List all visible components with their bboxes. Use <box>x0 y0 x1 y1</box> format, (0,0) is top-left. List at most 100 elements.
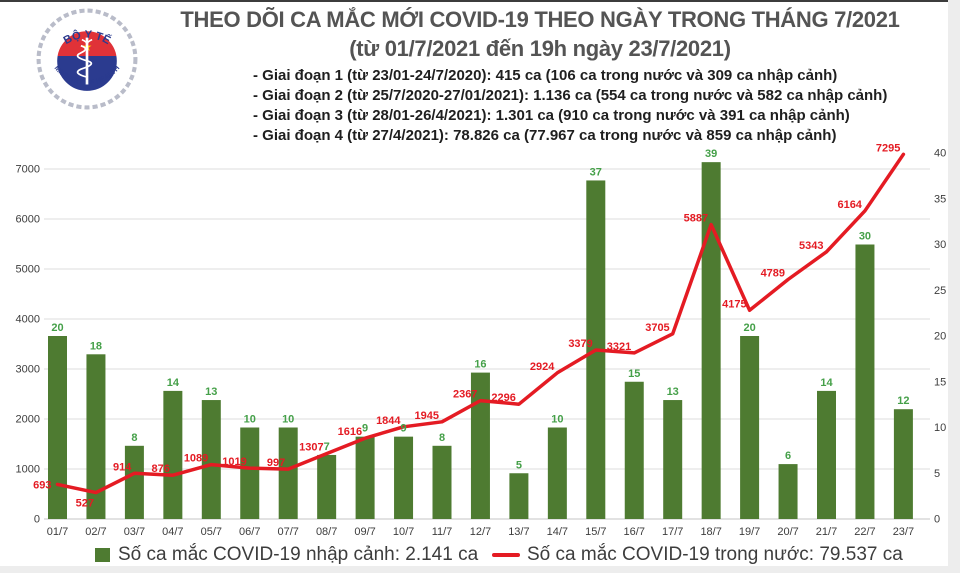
line-value-label: 3379 <box>568 338 592 350</box>
bar-value-label: 16 <box>474 359 486 371</box>
bar <box>124 445 144 519</box>
left-axis-tick: 5000 <box>16 264 40 276</box>
bar <box>470 372 490 519</box>
bar-value-label: 20 <box>51 322 63 334</box>
line-value-label: 1307 <box>299 442 323 454</box>
bar-value-label: 9 <box>400 423 406 435</box>
line-value-label: 5343 <box>799 240 823 252</box>
date-tick: 19/7 <box>739 526 760 538</box>
date-tick: 13/7 <box>508 526 529 538</box>
staff-of-asclepius-icon <box>76 37 93 85</box>
date-tick: 12/7 <box>470 526 491 538</box>
date-tick: 11/7 <box>432 526 453 538</box>
right-page-margin <box>948 0 960 573</box>
line-value-label: 3321 <box>607 341 631 353</box>
bar-value-label: 37 <box>590 166 602 178</box>
bar-value-label: 10 <box>282 414 294 426</box>
left-axis-tick: 1000 <box>16 464 40 476</box>
date-tick: 03/7 <box>124 526 145 538</box>
date-tick: 09/7 <box>354 526 375 538</box>
left-axis-tick: 0 <box>34 514 40 526</box>
bar-value-label: 5 <box>516 459 522 471</box>
line-value-label: 1089 <box>184 453 208 465</box>
bar-value-label: 8 <box>439 432 445 444</box>
left-axis-tick: 7000 <box>16 164 40 176</box>
bar <box>701 162 721 519</box>
line-value-label: 1844 <box>376 415 401 427</box>
bar <box>624 381 644 519</box>
bar-value-label: 18 <box>90 340 102 352</box>
date-tick: 17/7 <box>662 526 683 538</box>
date-tick: 07/7 <box>277 526 298 538</box>
right-axis-tick: 5 <box>934 468 940 480</box>
bar-value-label: 13 <box>667 386 679 398</box>
line-value-label: 527 <box>76 498 94 510</box>
bar <box>547 427 567 519</box>
line-value-label: 6164 <box>837 199 862 211</box>
left-axis-tick: 6000 <box>16 214 40 226</box>
bar <box>86 354 106 519</box>
date-tick: 15/7 <box>585 526 606 538</box>
bar <box>509 473 529 519</box>
right-axis-tick: 40 <box>934 148 946 160</box>
right-axis-tick: 20 <box>934 331 946 343</box>
logo-segmented-ring <box>36 8 138 110</box>
bar-value-label: 30 <box>859 231 871 243</box>
line-value-label: 2296 <box>491 392 515 404</box>
line-value-label: 4789 <box>761 268 785 280</box>
bar <box>201 400 221 519</box>
right-axis-tick: 35 <box>934 193 946 205</box>
date-tick: 01/7 <box>47 526 68 538</box>
right-axis-tick: 0 <box>934 514 940 526</box>
line-value-label: 914 <box>113 461 132 473</box>
line-value-label: 693 <box>33 479 51 491</box>
bar-value-label: 9 <box>362 423 368 435</box>
bar <box>240 427 260 519</box>
left-axis-tick: 4000 <box>16 314 40 326</box>
date-tick: 18/7 <box>700 526 721 538</box>
y-axis-right-labels: 0 5 10 15 20 25 30 35 40 <box>934 148 946 526</box>
bar-value-label: 15 <box>628 368 640 380</box>
line-value-label: 2367 <box>453 389 477 401</box>
bar <box>817 390 836 519</box>
period-4-summary: - Giai đoạn 4 (từ 27/4/2021): 78.826 ca … <box>253 127 837 144</box>
date-tick: 10/7 <box>393 526 414 538</box>
line-value-label: 1945 <box>415 410 439 422</box>
line-series-swatch <box>492 553 520 557</box>
bar <box>740 336 760 519</box>
legend-item-imported-cases: Số ca mắc COVID-19 nhập cảnh: 2.141 ca <box>95 542 478 568</box>
top-window-edge <box>0 0 960 2</box>
date-tick: 22/7 <box>854 526 875 538</box>
bar <box>855 244 875 519</box>
date-tick: 14/7 <box>547 526 568 538</box>
bar-value-label: 7 <box>324 441 330 453</box>
date-tick: 20/7 <box>777 526 798 538</box>
period-summary: - Giai đoạn 1 (từ 23/01-24/7/2020): 415 … <box>253 66 913 146</box>
right-axis-tick: 10 <box>934 422 946 434</box>
right-axis-tick: 15 <box>934 376 946 388</box>
line-value-label: 5887 <box>684 213 708 225</box>
domestic-cases-line <box>55 152 906 495</box>
bar <box>278 427 298 519</box>
bar-value-label: 6 <box>785 450 791 462</box>
bar <box>893 409 913 519</box>
date-tick: 21/7 <box>816 526 837 538</box>
bar-value-label: 10 <box>551 414 563 426</box>
bar <box>317 454 337 519</box>
date-tick: 04/7 <box>162 526 183 538</box>
line-value-label: 7295 <box>876 142 900 154</box>
bar-value-label: 10 <box>244 414 256 426</box>
line-value-label: 1019 <box>222 456 246 468</box>
left-axis-tick: 3000 <box>16 364 40 376</box>
bar-value-label: 14 <box>167 377 180 389</box>
line-value-label: 997 <box>267 457 285 469</box>
bars-imported-cases <box>48 162 913 519</box>
bar <box>163 390 183 519</box>
date-tick: 05/7 <box>201 526 222 538</box>
period-3-summary: - Giai đoạn 3 (từ 28/01-26/4/2021): 1.30… <box>253 107 850 124</box>
bar-value-label: 14 <box>820 377 833 389</box>
chart-title: THEO DÕI CA MẮC MỚI COVID-19 THEO NGÀY T… <box>180 7 900 32</box>
legend-label-imported: Số ca mắc COVID-19 nhập cảnh: 2.141 ca <box>118 544 479 565</box>
